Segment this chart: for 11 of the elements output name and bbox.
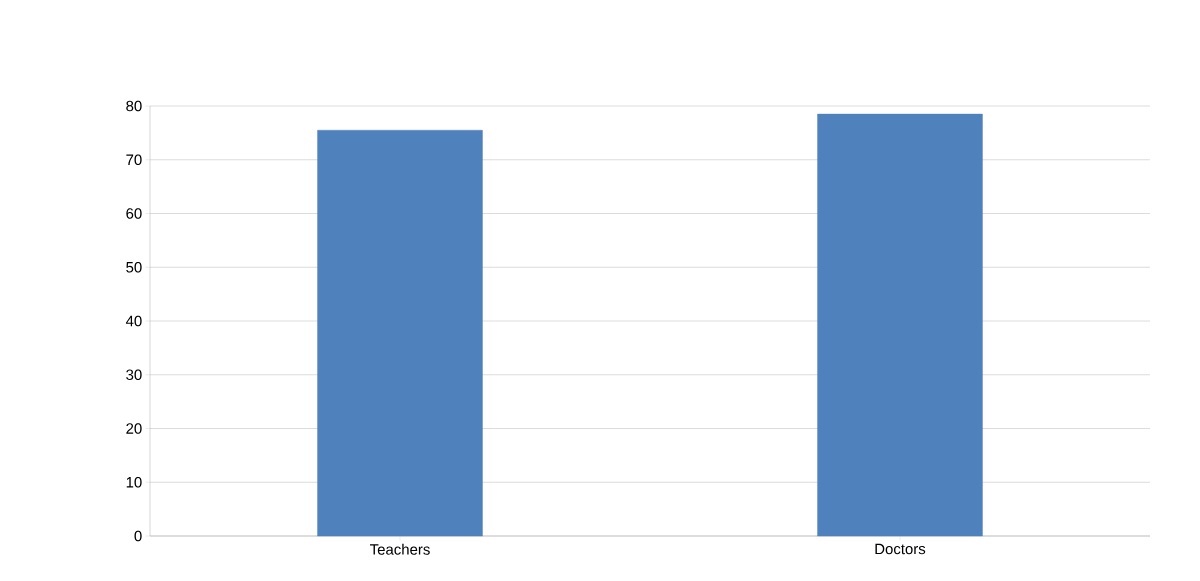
y-tick-label: 10 [126,476,142,488]
y-tick-label: 0 [134,530,142,542]
y-tick-label: 60 [126,208,142,219]
y-tick-label: 30 [126,369,142,381]
y-tick-label: 40 [125,315,142,327]
y-tick-label: 20 [126,423,142,434]
y-tick-label: 80 [126,100,142,112]
x-tick-label: Teachers [370,543,430,555]
x-tick-label: Doctors [875,543,926,555]
y-tick-label: 50 [126,261,142,273]
y-tick-label: 70 [126,154,142,166]
